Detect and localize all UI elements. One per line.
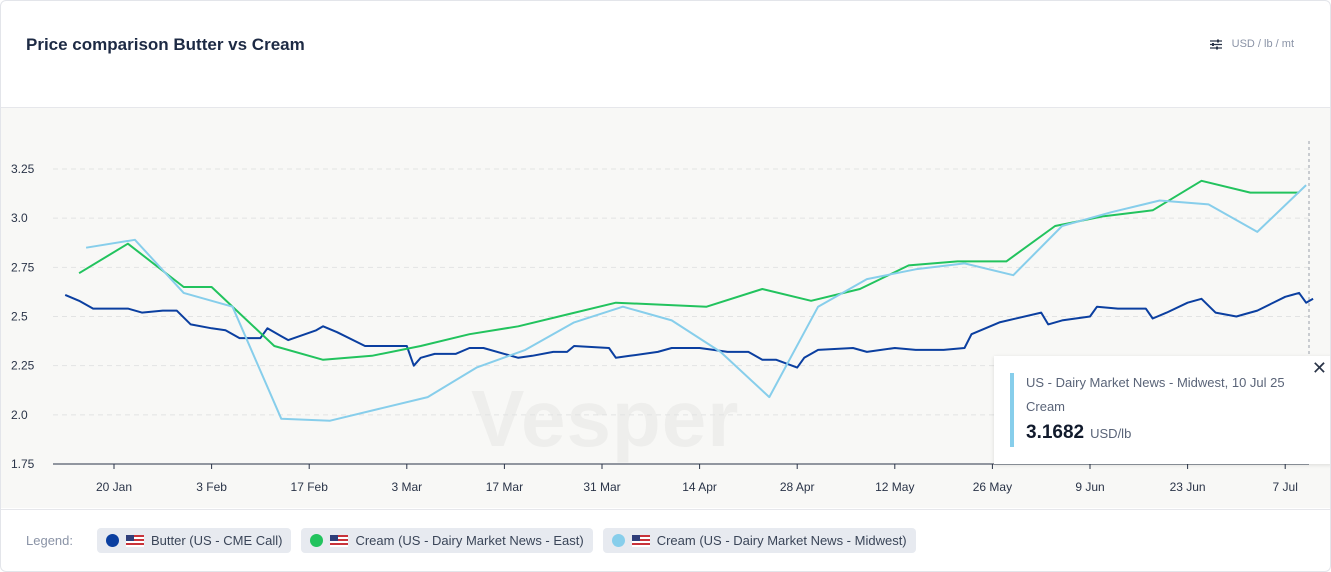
legend-item-label: Cream (US - Dairy Market News - East) [355,533,584,548]
x-tick-label: 26 May [973,480,1012,494]
series-line-0 [64,291,1314,369]
legend: Legend: Butter (US - CME Call) Cream (US… [1,509,1330,571]
y-tick-label: 2.0 [11,408,28,422]
tooltip-series-name: Cream [1026,399,1066,414]
series-line-2 [85,184,1307,422]
chart-header: Price comparison Butter vs Cream USD / l… [1,1,1330,108]
x-tick-label: 17 Feb [291,480,329,494]
x-tick-label: 31 Mar [583,480,620,494]
y-tick-label: 3.25 [11,162,35,176]
x-tick-label: 17 Mar [486,480,523,494]
series-dot-icon [310,534,324,547]
tooltip-color-bar [1010,373,1014,447]
close-icon[interactable]: ✕ [1311,358,1327,378]
x-tick-label: 28 Apr [780,480,815,494]
x-tick-label: 3 Feb [196,480,227,494]
legend-item-cream-east[interactable]: Cream (US - Dairy Market News - East) [301,528,593,553]
legend-item-label: Butter (US - CME Call) [151,533,283,548]
sliders-icon [1209,39,1222,49]
units-label: USD / lb / mt [1231,38,1294,50]
x-tick-label: 23 Jun [1170,480,1206,494]
y-tick-label: 2.75 [11,260,35,274]
x-tick-label: 14 Apr [682,480,717,494]
us-flag-icon [631,534,650,547]
series-dot-icon [106,534,119,547]
tooltip-source: US - Dairy Market News - Midwest, 10 Jul… [1026,375,1285,390]
tooltip: US - Dairy Market News - Midwest, 10 Jul… [994,356,1330,464]
x-tick-label: 3 Mar [391,480,422,494]
tooltip-value-row: 3.1682 USD/lb [1026,422,1131,444]
x-tick-label: 12 May [875,480,914,494]
legend-item-label: Cream (US - Dairy Market News - Midwest) [656,533,907,548]
chart-title: Price comparison Butter vs Cream [26,35,305,54]
series-line-1 [78,179,1300,361]
y-tick-label: 2.25 [11,359,35,373]
tooltip-unit: USD/lb [1090,426,1132,441]
legend-item-butter[interactable]: Butter (US - CME Call) [97,528,292,553]
series-dot-icon [611,534,625,547]
x-tick-label: 7 Jul [1273,480,1298,494]
legend-item-cream-midwest[interactable]: Cream (US - Dairy Market News - Midwest) [602,528,916,553]
line-chart: 3.25 3.0 2.75 2.5 2.25 2.0 1.75 20 Jan 3 Feb 17 F… [11,141,1314,494]
tooltip-value: 3.1682 [1026,422,1085,443]
x-tick-label: 20 Jan [96,480,132,494]
units-selector[interactable]: USD / lb / mt [1209,38,1294,50]
y-tick-label: 1.75 [11,457,35,471]
y-tick-label: 3.0 [11,211,28,225]
x-tick-label: 9 Jun [1075,480,1104,494]
us-flag-icon [126,534,144,547]
watermark-logo: Vesper [471,374,740,463]
y-tick-label: 2.5 [11,310,28,324]
legend-label: Legend: [26,533,73,548]
us-flag-icon [330,534,349,547]
